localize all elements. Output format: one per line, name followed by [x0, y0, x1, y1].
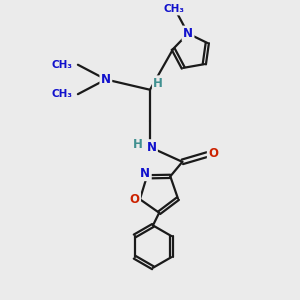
Text: H: H	[153, 77, 163, 90]
Text: N: N	[183, 27, 193, 40]
Text: CH₃: CH₃	[164, 4, 185, 14]
Text: CH₃: CH₃	[52, 89, 73, 99]
Text: CH₃: CH₃	[52, 60, 73, 70]
Text: H: H	[133, 138, 142, 151]
Text: N: N	[146, 141, 157, 154]
Text: N: N	[140, 167, 150, 180]
Text: N: N	[101, 73, 111, 86]
Text: O: O	[208, 146, 218, 160]
Text: O: O	[130, 193, 140, 206]
